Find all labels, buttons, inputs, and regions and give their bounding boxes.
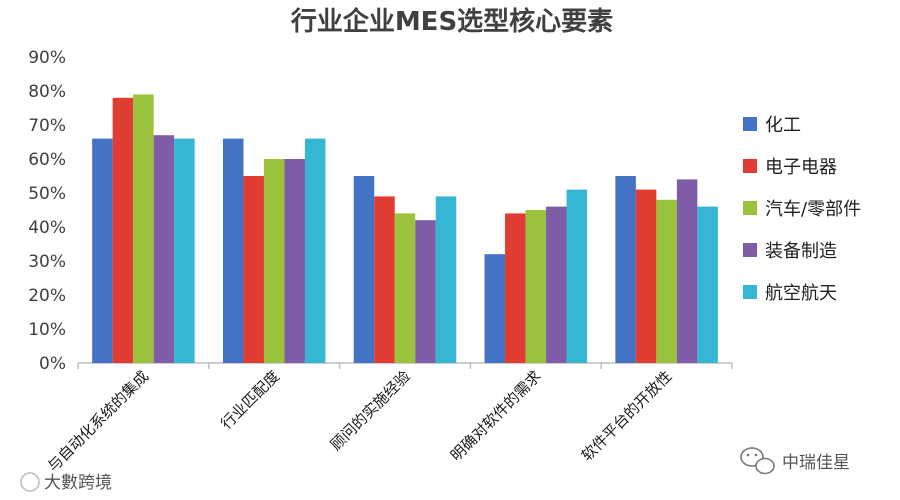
- chart-title: 行业企业MES选型核心要素: [290, 6, 613, 37]
- watermark-left-icon: [20, 472, 40, 492]
- bar: [394, 213, 416, 363]
- bar: [92, 138, 113, 363]
- bar: [676, 179, 698, 363]
- legend-label: 装备制造: [765, 241, 837, 262]
- bar: [697, 206, 718, 363]
- y-tick-label: 10%: [28, 320, 66, 340]
- legend-swatch: [743, 201, 757, 215]
- bar: [112, 97, 134, 364]
- bar: [284, 159, 305, 363]
- legend-swatch: [743, 285, 757, 299]
- wechat-icon: [740, 447, 775, 475]
- bar: [635, 189, 657, 363]
- y-tick-label: 0%: [39, 354, 66, 374]
- bar: [525, 210, 547, 363]
- bar: [174, 138, 195, 363]
- bar: [484, 254, 506, 363]
- legend-label: 汽车/零部件: [765, 199, 861, 220]
- x-tick-label: 与自动化系统的集成: [44, 367, 152, 475]
- y-tick-label: 30%: [28, 252, 66, 272]
- watermark-right: 中瑞佳星: [740, 447, 850, 475]
- x-tick-label: 软件平台的开放性: [578, 367, 676, 465]
- watermark-right-text: 中瑞佳星: [782, 453, 850, 473]
- legend-swatch: [743, 159, 757, 173]
- y-tick-label: 60%: [28, 150, 66, 170]
- bar: [304, 138, 326, 363]
- x-tick-label: 明确对软件的需求: [447, 367, 545, 465]
- legend-label: 化工: [765, 115, 801, 136]
- y-tick-label: 40%: [28, 218, 66, 238]
- bar: [546, 206, 567, 363]
- legend-label: 航空航天: [765, 283, 837, 304]
- watermark-left: 大數跨境: [20, 472, 112, 493]
- bar: [133, 94, 154, 364]
- x-tick-label: 行业匹配度: [217, 367, 283, 433]
- y-tick-label: 80%: [28, 82, 66, 102]
- bar: [566, 189, 588, 363]
- bar: [263, 159, 285, 363]
- x-axis: 与自动化系统的集成 行业匹配度 顾问的实施经验 明确对软件的需求 软件平台的开放性: [44, 363, 733, 475]
- bar: [374, 196, 395, 363]
- bar: [505, 213, 526, 363]
- watermark-left-text: 大數跨境: [44, 473, 112, 493]
- y-tick-label: 70%: [28, 116, 66, 136]
- y-tick-label: 20%: [28, 286, 66, 306]
- bar: [222, 138, 244, 363]
- bar: [243, 176, 264, 363]
- bar: [615, 176, 636, 363]
- legend-label: 电子电器: [765, 157, 837, 178]
- bar: [656, 199, 677, 363]
- y-axis: 0% 10% 20% 30% 40% 50% 60% 70% 80% 90%: [28, 48, 66, 374]
- bar: [435, 196, 457, 363]
- legend-swatch: [743, 243, 757, 257]
- bar: [415, 220, 436, 363]
- y-tick-label: 90%: [28, 48, 66, 68]
- y-tick-label: 50%: [28, 184, 66, 204]
- legend-swatch: [743, 117, 757, 131]
- bars: [92, 94, 718, 364]
- bar: [353, 176, 375, 363]
- x-tick-label: 顾问的实施经验: [327, 367, 414, 454]
- bar: [153, 135, 175, 363]
